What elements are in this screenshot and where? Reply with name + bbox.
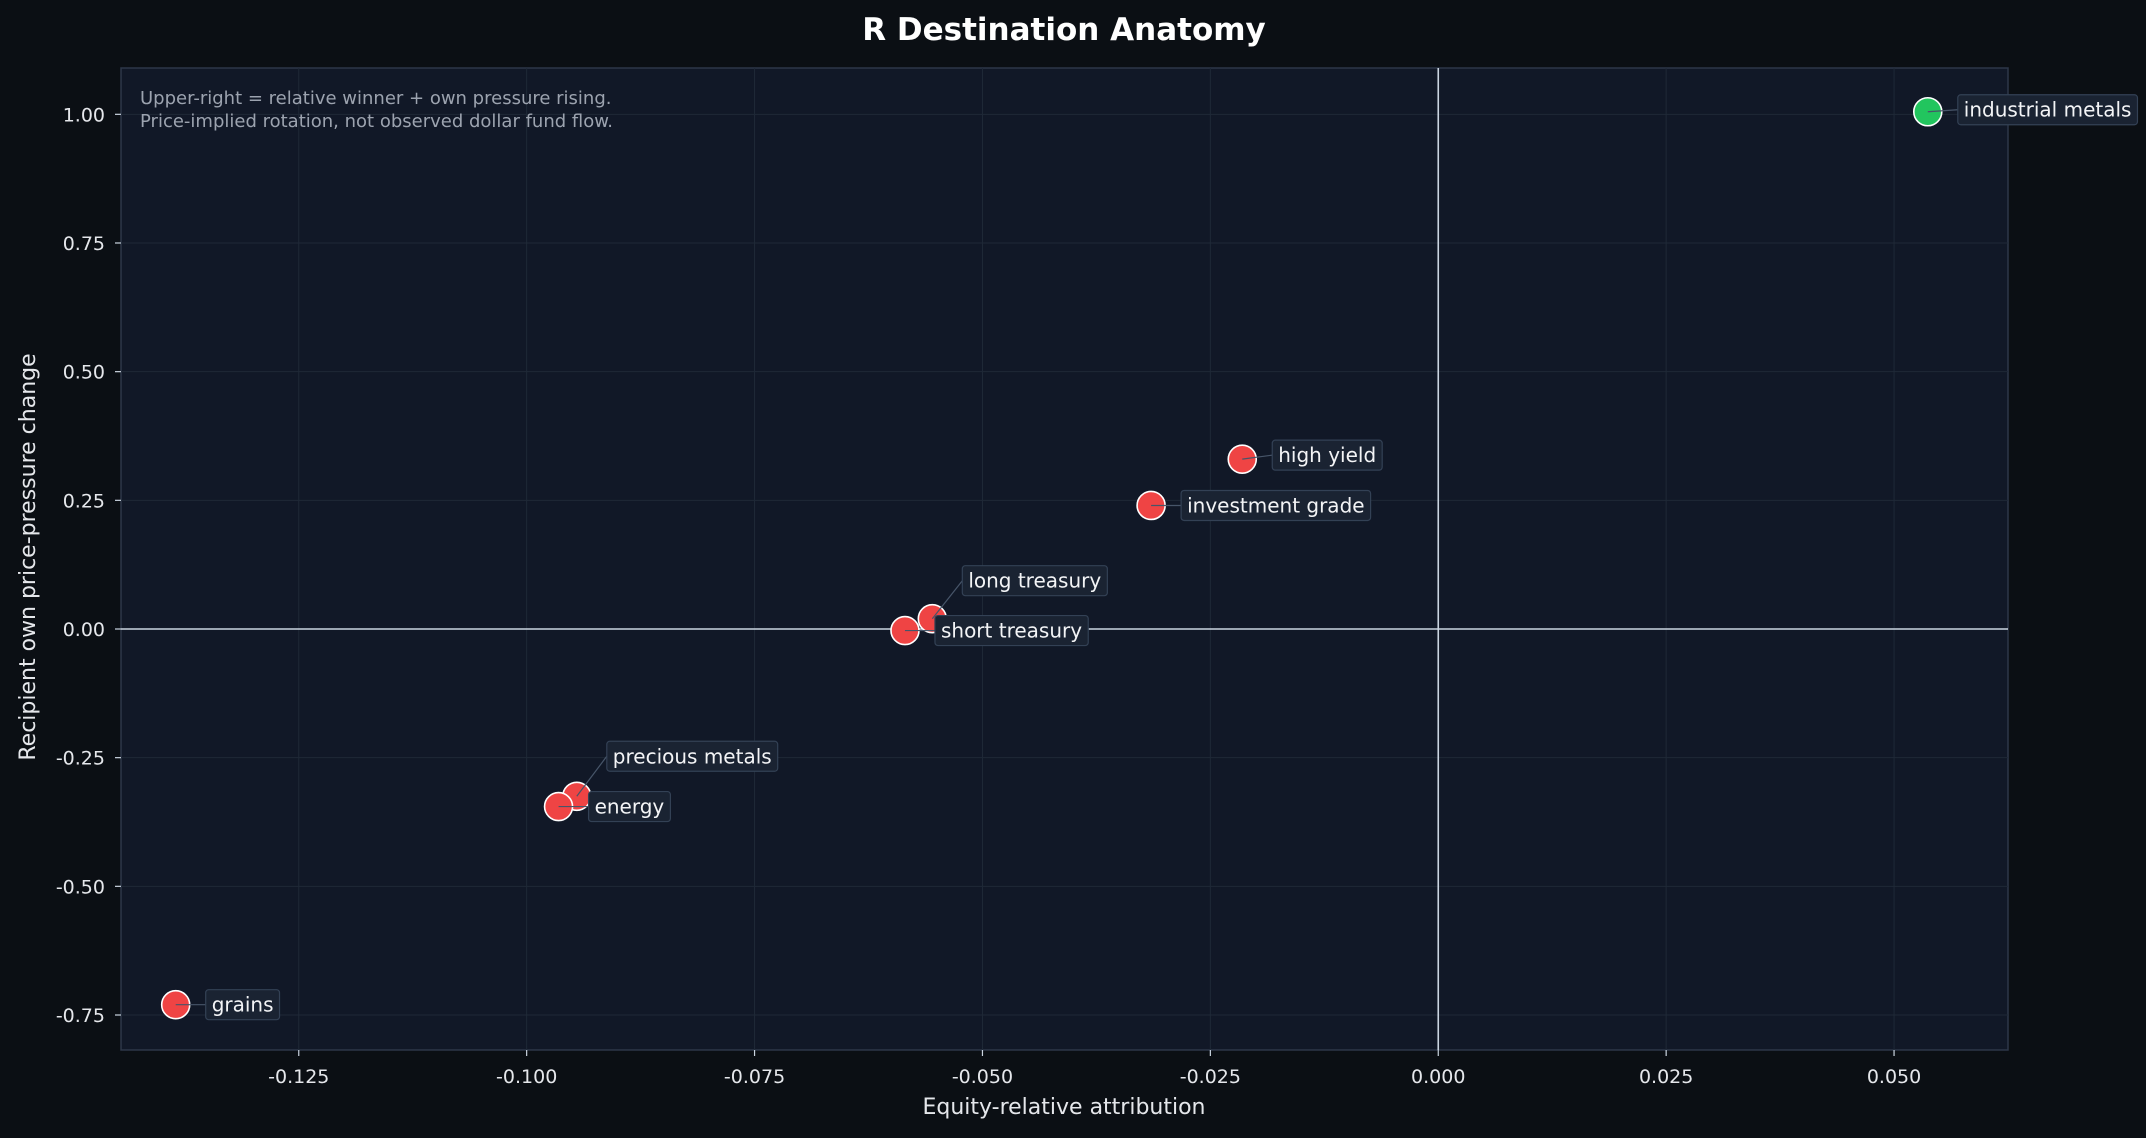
axis-ticks: -0.125 -0.100 -0.075 -0.050 -0.025 0.000 0.025…	[56, 104, 1921, 1088]
x-tick-label: -0.125	[268, 1066, 329, 1088]
point-label-group: short treasury	[904, 614, 1089, 647]
point-label: short treasury	[941, 619, 1082, 643]
label-box	[606, 740, 779, 772]
x-tick-label: -0.025	[1180, 1066, 1241, 1088]
x-axis-label: Equity-relative attribution	[922, 1095, 1205, 1120]
label-box	[961, 565, 1108, 597]
y-tick-label: 0.75	[63, 233, 105, 255]
x-tick-label: -0.050	[952, 1066, 1013, 1088]
point-label: high yield	[1278, 443, 1376, 467]
point-label: long treasury	[968, 569, 1101, 593]
point-label-group: high yield	[1242, 439, 1383, 471]
y-tick-label: 1.00	[63, 104, 105, 126]
x-tick-label: 0.025	[1639, 1066, 1693, 1088]
plot-area	[120, 67, 2009, 1051]
annotation-line-1: Upper-right = relative winner + own pres…	[140, 88, 612, 109]
annotation-line-2: Price-implied rotation, not observed dol…	[140, 111, 613, 132]
point-label: grains	[212, 993, 274, 1017]
label-leader-line	[1242, 454, 1273, 460]
point-label-group: grains	[175, 989, 281, 1021]
y-tick-label: 0.00	[63, 619, 105, 641]
point-label-group: long treasury	[931, 565, 1108, 620]
y-tick-label: 0.25	[63, 490, 105, 512]
x-tick-label: -0.075	[724, 1066, 785, 1088]
point-label: energy	[595, 795, 665, 819]
point-label: precious metals	[613, 744, 772, 768]
label-leader-line	[931, 580, 963, 620]
label-box	[205, 989, 281, 1021]
label-leader-line	[576, 755, 608, 797]
point-labels: industrial metals high yield investment gr…	[175, 94, 2139, 1021]
point-label: investment grade	[1187, 493, 1364, 517]
chart-annotation: Upper-right = relative winner + own pres…	[140, 88, 613, 132]
point-label-group: precious metals	[576, 740, 779, 797]
y-tick-label: -0.25	[56, 748, 105, 770]
label-box	[587, 790, 672, 823]
point-label-group: energy	[558, 790, 672, 823]
label-leader-line	[1927, 109, 1958, 113]
point-label: industrial metals	[1964, 98, 2132, 122]
x-tick-label: -0.100	[496, 1066, 557, 1088]
point-label-group: investment grade	[1151, 489, 1372, 522]
y-tick-label: 0.50	[63, 362, 105, 384]
label-box	[1957, 94, 2139, 126]
x-tick-label: 0.050	[1867, 1066, 1921, 1088]
x-tick-label: 0.000	[1411, 1066, 1465, 1088]
label-box	[1180, 489, 1372, 522]
label-box	[934, 614, 1089, 647]
y-axis-label: Recipient own price-pressure change	[16, 353, 41, 760]
y-tick-label: -0.50	[56, 876, 105, 898]
chart-title: R Destination Anatomy	[862, 12, 1266, 48]
point-label-group: industrial metals	[1927, 94, 2139, 126]
y-tick-label: -0.75	[56, 1005, 105, 1027]
label-box	[1271, 439, 1383, 471]
